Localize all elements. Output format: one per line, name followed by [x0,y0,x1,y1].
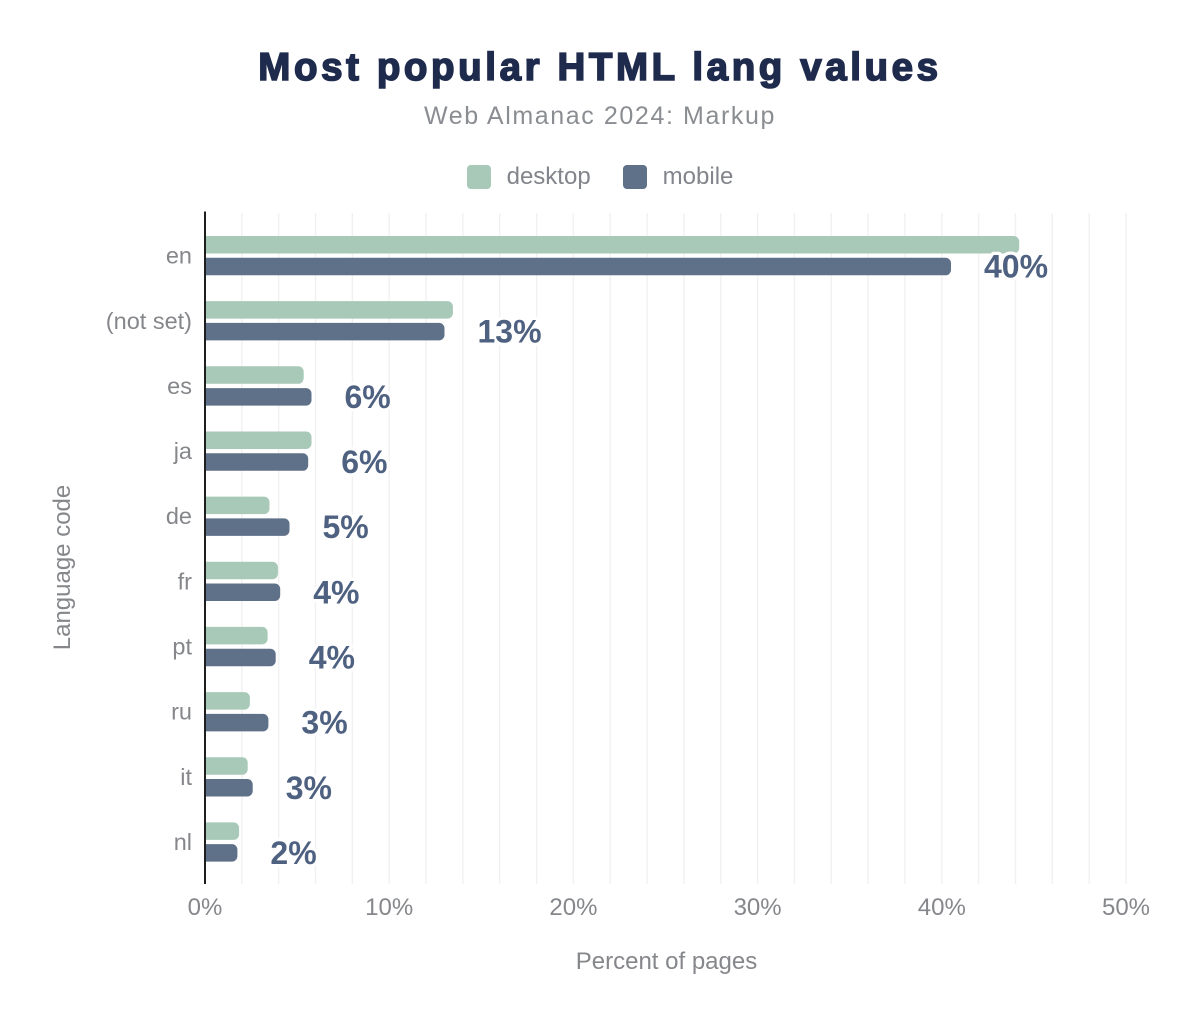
svg-text:nl: nl [174,829,192,855]
svg-text:3%: 3% [301,705,347,741]
svg-text:5%: 5% [323,509,369,545]
svg-text:50%: 50% [1102,894,1150,921]
svg-text:6%: 6% [345,379,391,415]
svg-text:30%: 30% [734,894,782,921]
svg-text:pt: pt [172,634,192,660]
svg-text:40%: 40% [918,894,966,921]
svg-text:6%: 6% [341,444,387,480]
svg-text:4%: 4% [309,640,355,676]
svg-text:de: de [166,503,192,529]
svg-text:3%: 3% [286,770,332,806]
svg-text:ru: ru [171,699,192,725]
svg-text:(not set): (not set) [106,308,192,334]
svg-text:4%: 4% [313,574,359,610]
svg-text:20%: 20% [549,894,597,921]
svg-text:0%: 0% [188,894,223,921]
svg-text:10%: 10% [365,894,413,921]
svg-text:2%: 2% [270,835,316,871]
svg-text:ja: ja [173,438,193,464]
svg-text:fr: fr [178,568,193,594]
svg-text:Percent of pages: Percent of pages [576,948,757,975]
svg-text:en: en [166,243,192,269]
svg-text:13%: 13% [478,314,542,350]
svg-text:it: it [180,764,192,790]
svg-text:40%: 40% [984,249,1048,285]
svg-text:Language code: Language code [49,485,76,651]
svg-text:es: es [167,373,192,399]
